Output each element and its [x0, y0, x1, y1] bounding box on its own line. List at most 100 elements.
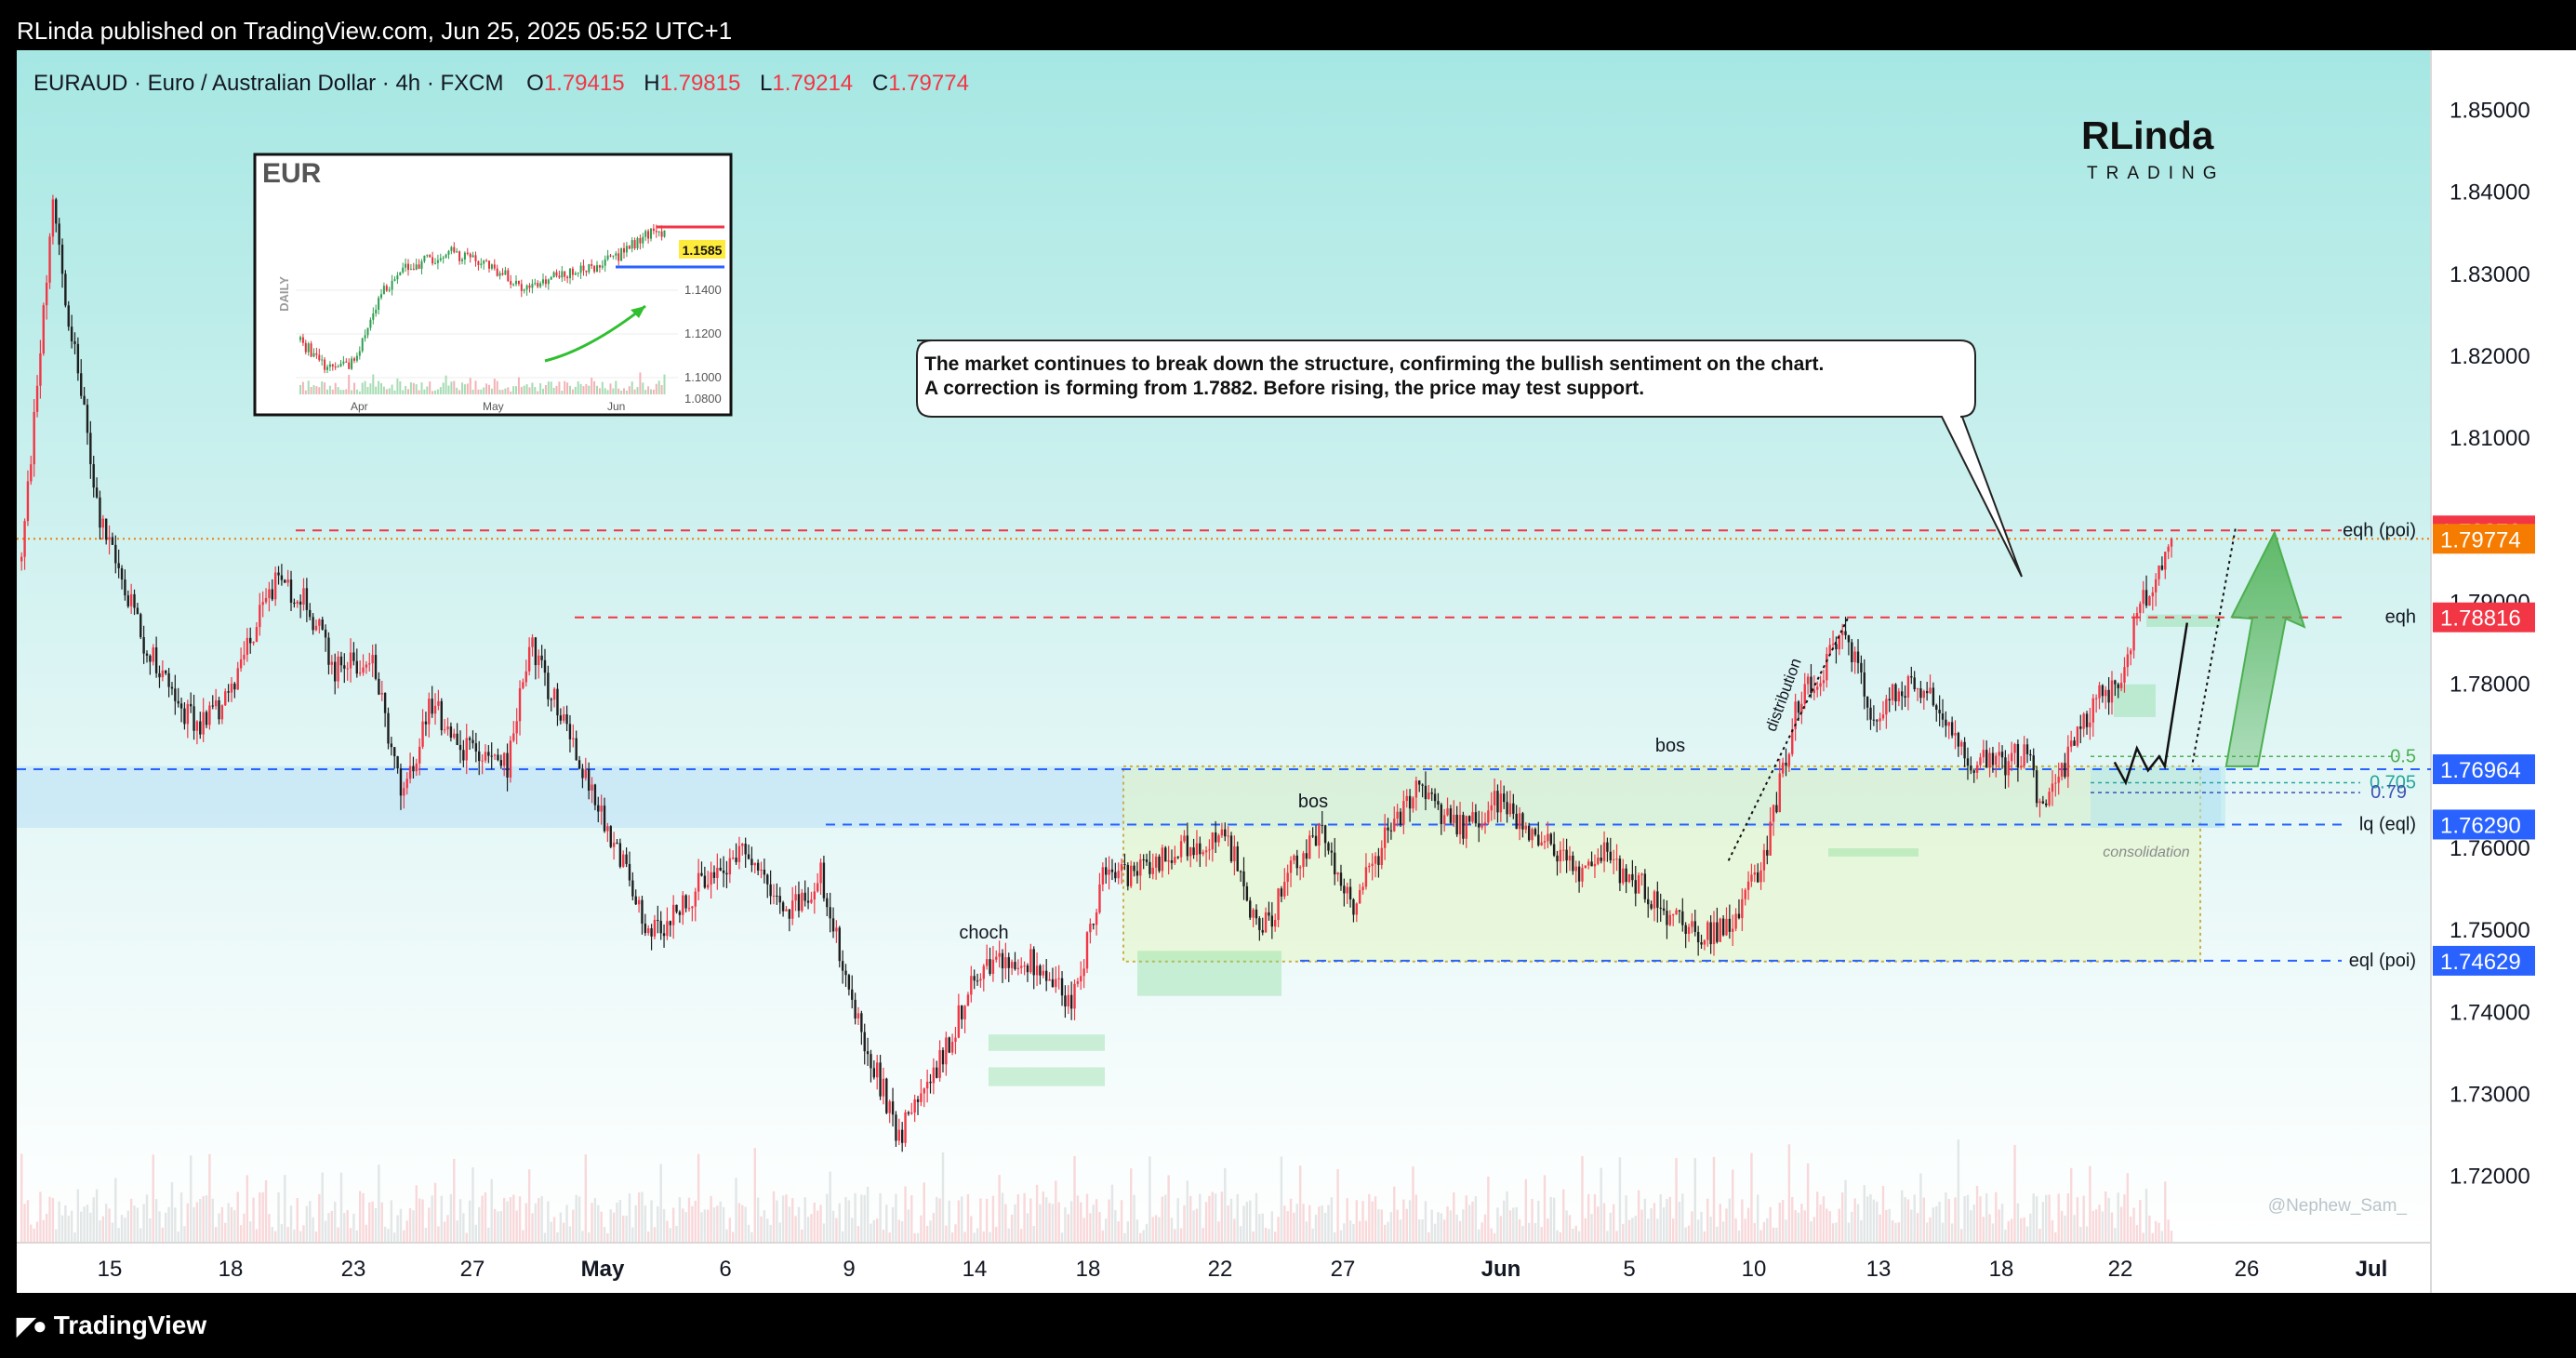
volume-bar: [735, 1178, 737, 1243]
volume-bar: [512, 1194, 515, 1243]
volume-bar: [1828, 1211, 1831, 1243]
volume-bar: [1766, 1218, 1769, 1243]
volume-bar: [913, 1232, 916, 1243]
candle-body: [2029, 753, 2032, 756]
volume-bar: [393, 1232, 396, 1243]
candle-body: [900, 1129, 904, 1143]
volume-bar: [1305, 1221, 1308, 1243]
volume-bar: [2054, 1232, 2057, 1243]
volume-bar: [1135, 1219, 1139, 1243]
time-tick-14: 13: [1866, 1257, 1892, 1282]
candle-body: [1135, 871, 1139, 876]
candle-body: [1559, 849, 1562, 862]
candle-body: [716, 867, 719, 878]
candle-body: [622, 854, 625, 867]
volume-bar: [747, 1224, 750, 1243]
volume-bar: [1245, 1202, 1249, 1243]
candle-body: [2000, 752, 2004, 758]
candle-body: [2054, 782, 2057, 784]
candle-body: [563, 714, 565, 721]
volume-bar: [371, 1201, 374, 1243]
volume-bar: [1321, 1205, 1323, 1243]
candle-body: [1606, 842, 1609, 852]
volume-bar: [1323, 1212, 1327, 1243]
candle-body: [1396, 811, 1399, 819]
volume-bar: [174, 1207, 177, 1243]
candle-body: [628, 863, 631, 881]
candle-body: [1947, 722, 1950, 726]
volume-bar: [1527, 1222, 1531, 1243]
price-chart[interactable]: bos bos choch distribution consolidation…: [17, 50, 2576, 1293]
candle-body: [829, 907, 831, 919]
volume-bar: [766, 1218, 769, 1243]
time-tick-17: 26: [2235, 1257, 2260, 1282]
volume-bar: [1442, 1219, 1446, 1243]
candle-body: [538, 655, 540, 666]
volume-bar: [1982, 1217, 1985, 1243]
volume-bar: [1334, 1232, 1336, 1243]
candle-body: [378, 678, 380, 695]
candle-body: [1612, 859, 1615, 860]
candle-body: [1183, 835, 1186, 842]
candle-body: [1229, 835, 1233, 861]
candle-body: [826, 898, 829, 908]
volume-bar: [518, 1196, 522, 1243]
volume-bar: [449, 1193, 453, 1243]
volume-bar: [1687, 1225, 1691, 1243]
volume-bar: [1346, 1198, 1348, 1243]
candle-body: [1393, 819, 1396, 832]
candle-body: [277, 572, 280, 576]
volume-bar: [289, 1205, 293, 1243]
volume-bar: [618, 1200, 622, 1243]
volume-bar: [710, 1195, 712, 1243]
candle-body: [1442, 815, 1446, 825]
candle-body: [920, 1093, 923, 1102]
volume-bar: [750, 1232, 753, 1243]
candle-body: [189, 703, 193, 707]
volume-bar: [114, 1178, 117, 1243]
candle-body: [731, 858, 735, 859]
volume-bar: [572, 1209, 575, 1243]
volume-bar: [478, 1206, 481, 1243]
volume-bar: [1418, 1219, 1421, 1243]
volume-bar: [575, 1194, 578, 1243]
candle-body: [446, 726, 449, 730]
candle-body: [120, 567, 124, 580]
volume-bar: [2013, 1144, 2016, 1243]
candle-body: [1408, 795, 1412, 809]
candle-body: [126, 595, 129, 606]
candle-body: [1794, 701, 1797, 729]
volume-bar: [856, 1226, 860, 1243]
candle-body: [2132, 618, 2135, 651]
volume-bar: [819, 1205, 822, 1243]
symbol-text: EURAUD · Euro / Australian Dollar · 4h ·…: [33, 71, 503, 96]
candle-body: [158, 672, 161, 678]
volume-bar: [111, 1222, 114, 1243]
volume-bar: [302, 1225, 305, 1243]
volume-bar: [271, 1227, 273, 1243]
volume-bar: [2064, 1215, 2066, 1243]
candle-body: [2004, 757, 2007, 776]
candle-body: [284, 579, 286, 583]
bos-label-2: bos: [1298, 792, 1328, 812]
volume-bar: [456, 1220, 458, 1243]
volume-bar: [277, 1192, 280, 1243]
symbol-legend[interactable]: EURAUD · Euro / Australian Dollar · 4h ·…: [33, 71, 969, 96]
candle-body: [1741, 899, 1744, 919]
volume-bar: [170, 1182, 174, 1243]
volume-bar: [925, 1225, 929, 1243]
volume-bar: [941, 1152, 945, 1243]
candle-body: [1164, 847, 1167, 862]
volume-bar: [1512, 1207, 1515, 1243]
candle-body: [428, 699, 431, 725]
volume-bar: [243, 1213, 246, 1243]
volume-bar: [446, 1215, 449, 1243]
volume-bar: [1696, 1219, 1700, 1243]
volume-bar: [1737, 1231, 1741, 1243]
volume-bar: [1684, 1227, 1687, 1243]
candle-body: [387, 712, 390, 744]
candle-body: [550, 699, 552, 700]
candle-body: [1556, 855, 1559, 862]
volume-bar: [870, 1223, 872, 1243]
volume-bar: [979, 1198, 982, 1243]
